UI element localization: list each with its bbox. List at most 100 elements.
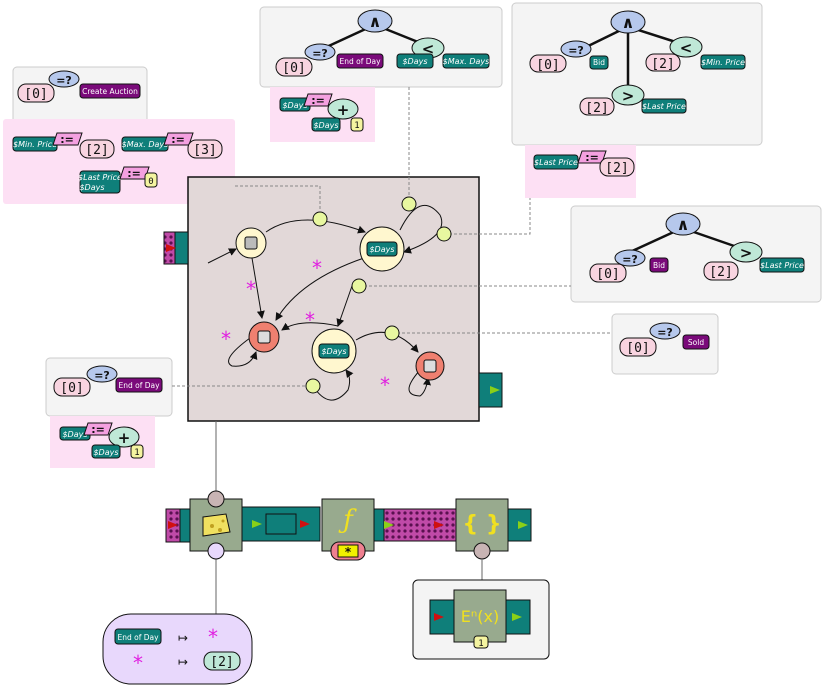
- guard-end-of-day[interactable]: [312, 211, 328, 227]
- svg-text:*: *: [305, 308, 315, 332]
- expectation-box: Eⁿ(x) 1: [412, 579, 550, 660]
- svg-text:[2]: [2]: [210, 655, 233, 670]
- and-node: ∧: [610, 10, 646, 34]
- svg-text:Create Auction: Create Auction: [82, 87, 138, 96]
- input-port[interactable]: [163, 231, 189, 265]
- state-days-1[interactable]: $Days: [359, 226, 405, 272]
- svg-text:$Min. Price: $Min. Price: [701, 58, 745, 67]
- state-days-2[interactable]: $Days: [311, 328, 357, 374]
- svg-text:[0]: [0]: [536, 58, 559, 73]
- guards: [305, 196, 452, 394]
- svg-text:$Min. Price: $Min. Price: [13, 140, 57, 149]
- mapping-box: End of Day ↦ * * ↦ [2]: [102, 613, 253, 685]
- condition-box-bid-last-price: ∧ [0] =? Bid > [2] $Last Price: [570, 205, 822, 303]
- output-port[interactable]: [478, 372, 503, 408]
- guard-bid-last[interactable]: [351, 278, 367, 294]
- condition-box-end-of-day: ∧ [0] =? End of Day < $Days $Max. Days: [259, 6, 503, 88]
- svg-text:1: 1: [478, 639, 483, 649]
- svg-text:<: <: [680, 39, 693, 57]
- svg-text:$Max. Days: $Max. Days: [122, 140, 169, 149]
- svg-text:=?: =?: [312, 47, 328, 60]
- svg-text:*: *: [221, 327, 231, 351]
- svg-text:>: >: [622, 87, 635, 105]
- svg-text:=?: =?: [568, 44, 584, 57]
- trigger-box-sold: [0] =? Sold: [611, 313, 719, 375]
- svg-text:*: *: [133, 651, 143, 675]
- svg-text:*: *: [312, 256, 322, 280]
- svg-text:$Last Price: $Last Price: [534, 158, 578, 167]
- svg-text:[0]: [0]: [282, 61, 305, 76]
- svg-text:$Max. Days: $Max. Days: [443, 57, 490, 66]
- svg-text:=?: =?: [622, 253, 638, 266]
- svg-text:End of Day: End of Day: [117, 633, 159, 642]
- less-than-node: < $Days $Max. Days: [396, 37, 490, 69]
- pipeline-output-port[interactable]: [507, 508, 532, 542]
- svg-text:$Last Price: $Last Price: [642, 102, 686, 111]
- svg-text:$Days: $Days: [93, 448, 118, 457]
- trigger-box-create-auction: [0] =? Create Auction: [12, 66, 148, 124]
- svg-text::=: :=: [171, 133, 185, 146]
- svg-text:Bid: Bid: [593, 58, 605, 67]
- pipeline-input-port[interactable]: [165, 508, 191, 543]
- svg-text:[0]: [0]: [626, 341, 649, 356]
- svg-text:$Days: $Days: [313, 121, 338, 130]
- equals-query-node: [0] =? Bid: [529, 40, 609, 73]
- action-box-last-price: $Last Price := [2]: [525, 145, 636, 198]
- less-than-node: < [2] $Min. Price: [645, 36, 746, 72]
- state-final-1[interactable]: [248, 321, 280, 353]
- svg-text:*: *: [208, 625, 218, 649]
- set-component[interactable]: { }: [455, 498, 509, 560]
- state-final-2[interactable]: [415, 351, 445, 381]
- svg-text:$Days: $Days: [62, 430, 87, 439]
- svg-text:=?: =?: [657, 326, 673, 339]
- function-component[interactable]: ƒ *: [321, 498, 375, 561]
- svg-text:[2]: [2]: [709, 265, 732, 280]
- guard-bid-2[interactable]: [436, 226, 452, 242]
- svg-text:1: 1: [354, 121, 359, 131]
- state-machine: $Days $Days * * * *: [163, 87, 612, 422]
- svg-text:[0]: [0]: [24, 87, 47, 102]
- svg-text:Eⁿ(x): Eⁿ(x): [461, 607, 499, 626]
- wildcard-stars: * * * * *: [221, 256, 390, 397]
- equals-query-node: [0] =? End of Day: [275, 43, 384, 77]
- condition-box-bid: ∧ [0] =? Bid < [2] $Min. Price > [2] $La…: [511, 2, 763, 146]
- svg-text:+: +: [118, 429, 131, 447]
- action-box-init: $Min. Price := [2] $Max. Days := [3] $La…: [3, 119, 235, 204]
- svg-text:0: 0: [148, 177, 153, 187]
- trigger-box-end-of-day: [0] =? End of Day: [45, 357, 173, 417]
- guard-bid[interactable]: [401, 196, 417, 212]
- svg-text:∧: ∧: [622, 13, 635, 32]
- svg-text::=: :=: [60, 133, 74, 146]
- svg-text:Bid: Bid: [653, 261, 665, 270]
- braces-icon: { }: [463, 512, 502, 537]
- filter-component[interactable]: [189, 490, 243, 560]
- svg-text:$Last Price: $Last Price: [760, 261, 804, 270]
- svg-text:End of Day: End of Day: [339, 57, 381, 66]
- svg-text:Sold: Sold: [688, 338, 704, 347]
- guard-sold[interactable]: [384, 325, 400, 341]
- svg-text:[3]: [3]: [193, 143, 216, 158]
- svg-text:1: 1: [134, 448, 139, 458]
- action-box-days-increment-2: $Days := + $Days 1: [50, 416, 155, 468]
- leader-lines: [172, 87, 612, 387]
- state-initial[interactable]: [235, 227, 267, 259]
- svg-text:[2]: [2]: [85, 143, 108, 158]
- svg-text:*: *: [380, 373, 390, 397]
- svg-text:*: *: [246, 277, 256, 301]
- svg-text:↦: ↦: [178, 655, 188, 669]
- svg-text:$Days: $Days: [402, 57, 427, 66]
- svg-text:$Days: $Days: [321, 347, 346, 356]
- connector-2: [373, 508, 457, 542]
- svg-text:$Days: $Days: [369, 245, 394, 254]
- svg-text:=?: =?: [94, 369, 110, 382]
- svg-text:[0]: [0]: [596, 267, 619, 282]
- svg-text:∧: ∧: [677, 215, 690, 234]
- svg-text:>: >: [740, 244, 753, 262]
- svg-text:$Days: $Days: [282, 101, 307, 110]
- svg-text::=: :=: [127, 167, 141, 180]
- svg-text::=: :=: [311, 94, 325, 107]
- guard-end-of-day-2[interactable]: [305, 378, 321, 394]
- svg-text::=: :=: [91, 423, 105, 436]
- svg-text:$Last Price: $Last Price: [78, 173, 122, 182]
